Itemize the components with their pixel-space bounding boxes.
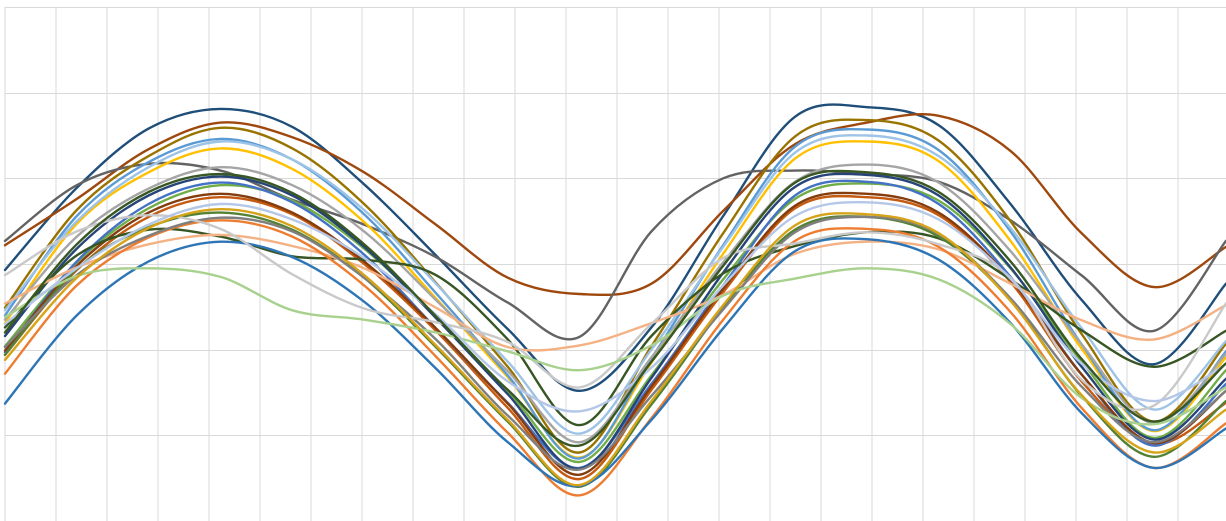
series-line-17: [3, 219, 1226, 497]
series-line-16: [3, 233, 1226, 352]
series-line-22: [3, 200, 1226, 413]
series-line-23: [3, 169, 1226, 448]
series-line-6: [3, 128, 1226, 460]
series-line-19: [3, 215, 1226, 471]
series-line-20: [3, 213, 1226, 411]
series-line-21: [3, 267, 1226, 426]
series-line-3: [3, 161, 1226, 341]
series-line-7: [3, 134, 1226, 435]
series-line-1: [3, 103, 1226, 393]
series-group: [3, 103, 1226, 497]
series-line-4: [3, 118, 1226, 454]
series-line-2: [3, 113, 1226, 297]
series-line-8: [3, 163, 1226, 444]
series-line-24: [3, 207, 1226, 487]
